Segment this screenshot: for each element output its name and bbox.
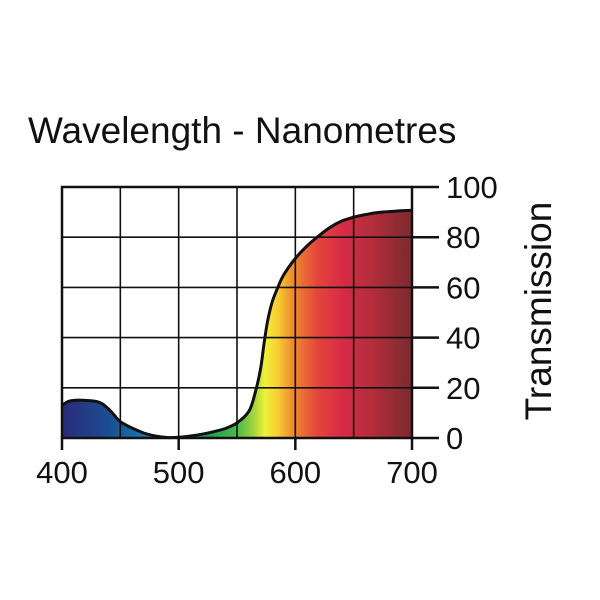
x-tick-label: 500 — [153, 455, 205, 490]
y-tick-label: 100 — [446, 170, 498, 205]
y-tick-label: 60 — [446, 270, 480, 305]
transmission-area — [62, 210, 412, 438]
x-axis-ticks: 400 500 600 700 — [36, 438, 438, 490]
y-tick-label: 0 — [446, 421, 463, 456]
x-tick-label: 400 — [36, 455, 88, 490]
chart-title: Wavelength - Nanometres — [28, 110, 456, 151]
y-tick-label: 80 — [446, 220, 480, 255]
x-tick-label: 700 — [386, 455, 438, 490]
grid — [62, 187, 412, 438]
plot-frame — [60, 185, 414, 440]
y-tick-label: 20 — [446, 371, 480, 406]
y-axis-label: Transmission — [518, 202, 559, 421]
transmission-curve — [61, 208, 413, 440]
y-tick-label: 40 — [446, 321, 480, 356]
y-axis-ticks: 0 20 40 60 80 100 — [412, 170, 498, 456]
x-tick-label: 600 — [269, 455, 321, 490]
